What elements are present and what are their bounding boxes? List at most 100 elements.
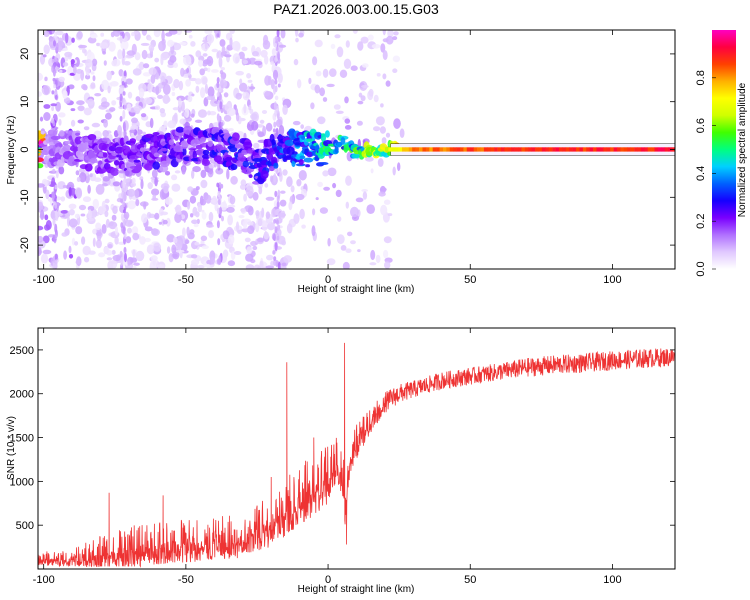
spectrogram-cell	[208, 111, 217, 116]
spectrogram-cell	[110, 81, 119, 87]
spectrogram-cell	[58, 76, 65, 83]
x-tick-label: 0	[325, 274, 331, 286]
spectrogram-cell	[237, 229, 243, 234]
spectrogram-cell	[122, 209, 126, 214]
y-tick-label: -20	[19, 237, 31, 253]
spectrogram-cell	[93, 177, 102, 182]
spectrogram-cell	[85, 65, 90, 77]
spectrogram-cell	[186, 200, 191, 210]
spectrogram-cell	[193, 223, 199, 228]
carrier-cell	[627, 147, 631, 152]
spectrogram-cell	[52, 234, 56, 241]
spectrogram-cell	[362, 191, 368, 200]
spectrogram-cell	[192, 206, 198, 216]
spectrogram-cell	[135, 199, 140, 207]
spectrogram-cell	[90, 71, 95, 75]
spectrogram-cell	[385, 35, 394, 45]
spectrogram-cell	[315, 197, 319, 201]
spectrogram-cell	[74, 213, 80, 219]
spectrogram-cell	[344, 125, 352, 130]
spectrogram-cell	[147, 182, 153, 190]
spectrogram-cell	[100, 101, 110, 108]
spectrogram-cell	[44, 214, 49, 221]
spectrogram-cell	[129, 129, 136, 133]
spectrogram-cell	[87, 36, 97, 44]
spectrogram-cell	[216, 77, 220, 84]
spectrogram-cell	[218, 56, 222, 65]
spectrogram-cell	[220, 51, 224, 58]
spectrogram-cell	[246, 73, 252, 79]
x-tick-label: 50	[464, 574, 476, 586]
spectrogram-cell	[299, 208, 305, 220]
spectrogram-cell	[273, 256, 277, 261]
spectrogram-cell	[195, 85, 200, 93]
spectrogram-cell	[270, 260, 274, 267]
carrier-cell	[518, 147, 522, 152]
spectrogram-cell	[43, 30, 50, 37]
spectrogram-cell	[274, 226, 278, 234]
carrier-cell	[559, 147, 563, 152]
spectrogram-cell	[259, 260, 264, 269]
spectrogram-cell	[38, 91, 42, 97]
spectrogram-cell	[62, 90, 68, 99]
spectrogram-cell	[85, 58, 93, 68]
spectrogram-cell	[121, 80, 125, 86]
spectrogram-cell	[172, 107, 179, 111]
spectrogram-cell	[103, 60, 107, 66]
spectrogram-cell	[108, 221, 118, 230]
snr-frame	[37, 327, 676, 570]
spectrogram-cell	[298, 32, 304, 38]
spectrogram-cell	[200, 179, 208, 189]
carrier-cell	[613, 147, 618, 152]
spectrogram-cell	[277, 83, 281, 88]
spectrogram-cell	[277, 36, 281, 43]
spectrogram-cell	[317, 116, 326, 125]
spectrogram-cell	[148, 213, 156, 218]
carrier-cell	[593, 147, 597, 152]
colorbar-scale	[712, 30, 736, 269]
carrier-cell	[402, 147, 406, 152]
spectrogram-cell	[171, 174, 178, 181]
x-tick-label: -50	[178, 274, 194, 286]
carrier-cell	[494, 147, 498, 152]
spectrogram-cell	[121, 190, 125, 199]
spectrogram-cell	[151, 228, 160, 236]
spectrogram-cell	[164, 197, 173, 205]
spectrogram-cell	[62, 144, 72, 152]
spectrogram-cell	[392, 36, 398, 41]
spectrogram-cell	[293, 213, 300, 225]
spectrogram-cell	[274, 42, 278, 48]
spectrogram-cell	[81, 236, 86, 245]
spectrogram-cell	[89, 34, 98, 39]
spectrogram-cell	[198, 59, 203, 67]
spectrogram-cell	[216, 182, 220, 188]
spectrogram-cell	[96, 42, 101, 47]
spectrogram-cell	[221, 215, 224, 222]
spectrogram-cell	[207, 67, 211, 73]
carrier-cell	[412, 147, 416, 152]
spectrogram-cell	[133, 262, 140, 266]
carrier-cell	[637, 147, 642, 152]
spectrogram-cell	[90, 82, 96, 89]
spectrogram-cell	[59, 69, 63, 74]
spectrogram-cell	[190, 254, 198, 259]
snr-x-ticks: -100 -50 0 50 100	[33, 328, 622, 586]
spectrogram-cell	[265, 211, 271, 219]
spectrogram-cell	[91, 122, 101, 128]
spectrogram-cell	[357, 249, 361, 253]
spectrogram-cell	[153, 30, 161, 38]
spectrogram-cell	[179, 118, 186, 125]
y-tick-label: 10	[19, 96, 31, 108]
spectrogram-cell	[143, 63, 150, 69]
spectrogram-cell	[243, 193, 248, 202]
spectrogram-cell	[124, 219, 134, 227]
spectrogram-cell	[277, 261, 281, 269]
spectrogram-cell	[271, 48, 276, 56]
spectrogram-cell	[205, 194, 212, 204]
spectrogram-cell	[82, 47, 86, 54]
spectrogram-cell	[81, 83, 88, 90]
spectrogram-cell	[42, 249, 52, 255]
spectrogram-cell	[64, 51, 73, 58]
